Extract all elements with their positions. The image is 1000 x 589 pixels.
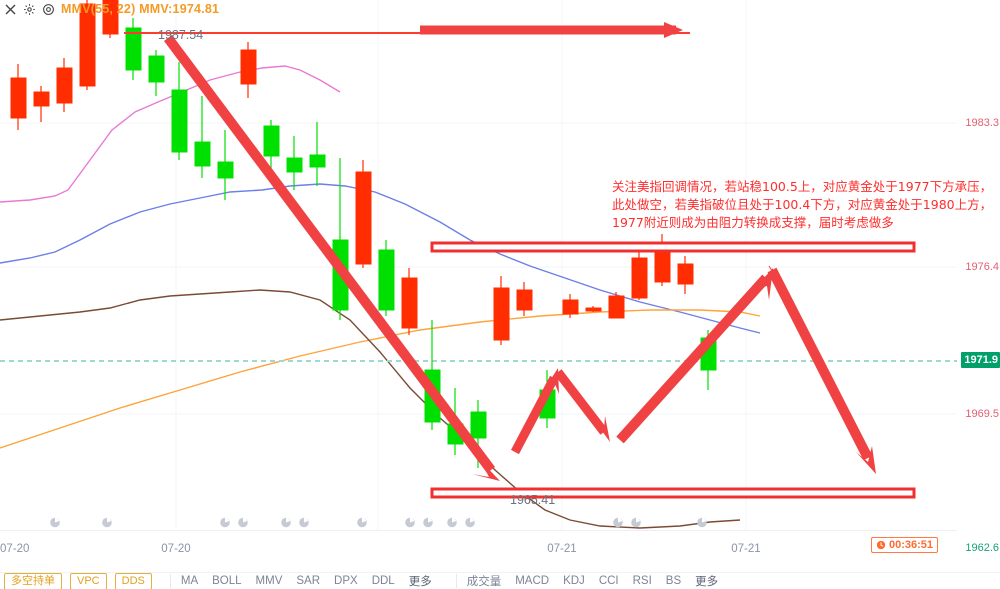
indicator-tab-macd[interactable]: MACD <box>515 575 549 587</box>
toolbar-button-positions[interactable]: 多空持单 <box>4 573 62 589</box>
arrow-down-minor[interactable] <box>558 372 610 442</box>
chart-plot-area[interactable]: 1987.54 1965.41 关注美指回调情况，若站稳100.5上，对应黄金处… <box>0 0 957 530</box>
news-event-icon[interactable] <box>357 517 368 528</box>
time-label: 07-21 <box>731 543 760 555</box>
gear-icon[interactable] <box>23 3 36 16</box>
price-tick: 1962.6 <box>965 542 999 554</box>
arrow-right-top[interactable] <box>420 22 683 38</box>
candlestick-chart <box>0 0 957 530</box>
indicator-tab-ddl[interactable]: DDL <box>372 575 395 587</box>
indicator-tab-rsi[interactable]: RSI <box>633 575 652 587</box>
price-tag-high: 1987.54 <box>158 28 203 42</box>
toolbar-button-vpc[interactable]: VPC <box>70 573 107 589</box>
news-event-icon[interactable] <box>102 517 113 528</box>
news-event-icon[interactable] <box>423 517 434 528</box>
news-event-icon[interactable] <box>465 517 476 528</box>
annotation-text: 关注美指回调情况，若站稳100.5上，对应黄金处于1977下方承压，此处做空，若… <box>612 178 997 232</box>
current-price-badge: 1971.9 <box>961 352 1000 368</box>
price-axis[interactable]: 1983.3 1976.4 1969.5 1962.6 1971.9 <box>957 0 1000 530</box>
time-label: 07-21 <box>547 543 576 555</box>
news-event-icon[interactable] <box>405 517 416 528</box>
close-icon[interactable] <box>4 3 17 16</box>
grid-lines <box>0 123 957 414</box>
clock-icon <box>876 540 886 550</box>
indicator-tab-bs[interactable]: BS <box>666 575 681 587</box>
indicator-tab-more-sub[interactable]: 更多 <box>695 573 718 589</box>
news-event-icon[interactable] <box>220 517 231 528</box>
news-event-icon[interactable] <box>299 517 310 528</box>
support-band-lower[interactable] <box>432 489 914 497</box>
chart-indicator-header: MMV(55, 22) MMV:1974.81 <box>0 0 219 18</box>
toolbar-divider <box>170 574 171 588</box>
price-tick: 1976.4 <box>965 261 999 273</box>
news-event-icon[interactable] <box>447 517 458 528</box>
indicator-tab-cci[interactable]: CCI <box>599 575 619 587</box>
indicator-tab-more-main[interactable]: 更多 <box>409 573 432 589</box>
news-event-icon[interactable] <box>281 517 292 528</box>
price-tag-low: 1965.41 <box>510 493 555 507</box>
arrow-down-major[interactable] <box>168 38 500 481</box>
candlestick-series <box>11 0 716 468</box>
indicator-label: MMV(55, 22) MMV:1974.81 <box>61 2 219 16</box>
news-event-icon[interactable] <box>238 517 249 528</box>
toolbar-divider <box>456 574 457 588</box>
news-event-icon[interactable] <box>697 517 708 528</box>
indicator-tab-volume[interactable]: 成交量 <box>467 573 502 589</box>
countdown-text: 00:36:51 <box>889 539 933 551</box>
time-label: 07-20 <box>0 543 29 555</box>
ma-line-pink <box>0 66 340 202</box>
price-tick: 1969.5 <box>965 408 999 420</box>
bottom-toolbar[interactable]: 多空持单 VPC DDS MA BOLL MMV SAR DPX DDL 更多 … <box>0 572 1000 589</box>
news-event-icon[interactable] <box>50 517 61 528</box>
ma-line-orange <box>0 310 760 448</box>
bar-countdown-badge: 00:36:51 <box>871 537 938 553</box>
indicator-tab-kdj[interactable]: KDJ <box>563 575 585 587</box>
price-tick: 1983.3 <box>965 117 999 129</box>
news-event-icon[interactable] <box>613 517 624 528</box>
indicator-tab-sar[interactable]: SAR <box>296 575 320 587</box>
indicator-tab-boll[interactable]: BOLL <box>212 575 241 587</box>
resistance-band-upper[interactable] <box>432 243 914 251</box>
time-axis[interactable]: 07-20 07-20 07-21 07-21 <box>0 530 957 559</box>
toolbar-button-dds[interactable]: DDS <box>115 573 152 589</box>
indicator-tab-mmv[interactable]: MMV <box>256 575 283 587</box>
news-event-icon[interactable] <box>631 517 642 528</box>
indicator-tab-ma[interactable]: MA <box>181 575 198 587</box>
arrow-down-forecast[interactable] <box>772 270 876 474</box>
time-label: 07-20 <box>161 543 190 555</box>
target-icon[interactable] <box>42 3 55 16</box>
indicator-tab-dpx[interactable]: DPX <box>334 575 358 587</box>
